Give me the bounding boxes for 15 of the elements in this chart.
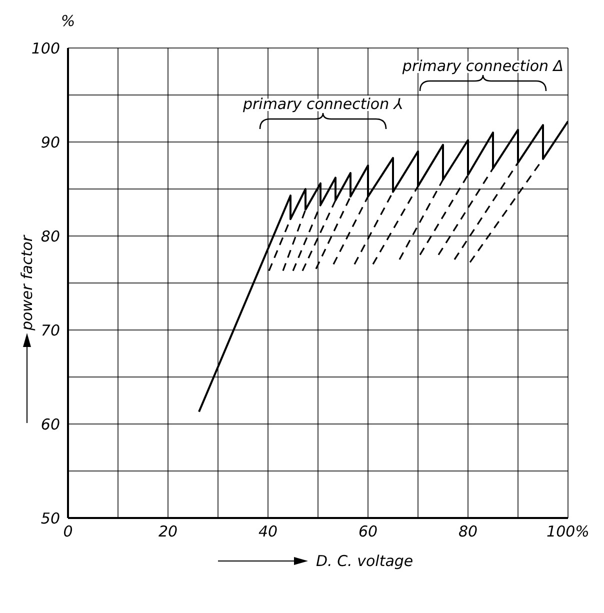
x-tick-label: 60 [358,522,378,541]
x-tick-label: 80 [458,522,478,541]
y-tick-label: 60 [40,415,60,434]
x-axis-title: D. C. voltage [316,552,414,570]
y-tick-label: 50 [40,509,60,528]
y-tick-label: 100 [31,39,60,58]
x-tick-label: 20 [158,522,178,541]
x-tick-label: 40 [258,522,278,541]
y-axis-title: power factor [18,234,36,332]
y-tick-label: 80 [40,227,60,246]
y-tick-label: 90 [40,133,60,152]
x-tick-label: 0 [63,522,73,541]
y-tick-label: 70 [40,321,60,340]
x-tick-label: 100% [546,522,590,541]
text: % [60,12,76,30]
